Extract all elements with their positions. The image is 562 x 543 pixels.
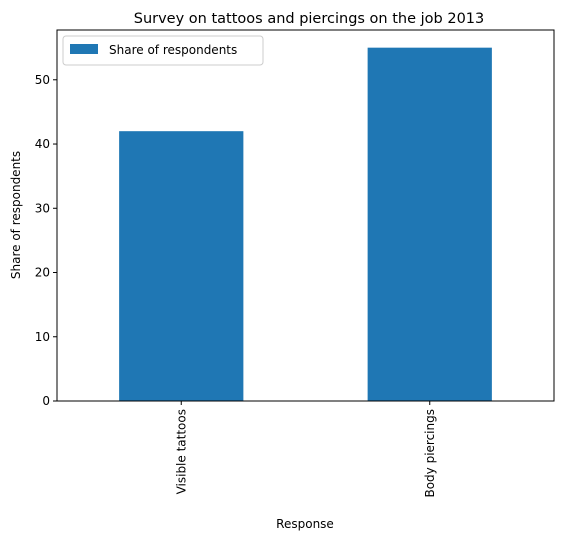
x-axis: Visible tattoos Body piercings — [174, 401, 437, 498]
y-tick-label-0: 0 — [42, 394, 50, 408]
chart-title: Survey on tattoos and piercings on the j… — [134, 11, 485, 27]
legend-label: Share of respondents — [109, 43, 237, 57]
x-axis-label: Response — [276, 517, 334, 531]
x-tick-label-1: Body piercings — [423, 409, 437, 498]
x-tick-label-0: Visible tattoos — [174, 409, 188, 494]
bar-0 — [119, 131, 244, 401]
bars-group — [119, 47, 492, 402]
y-axis-label: Share of respondents — [9, 151, 23, 279]
y-tick-label-2: 20 — [35, 266, 50, 280]
y-tick-label-5: 50 — [35, 73, 50, 87]
legend: Share of respondents — [62, 35, 264, 66]
y-axis: 0 10 20 30 40 50 — [35, 73, 57, 408]
plot-frame — [56, 29, 555, 402]
y-tick-label-1: 10 — [35, 330, 50, 344]
legend-swatch — [70, 44, 98, 54]
y-tick-label-3: 30 — [35, 201, 50, 215]
y-tick-label-4: 40 — [35, 137, 50, 151]
bar-1 — [367, 47, 492, 402]
legend-box — [62, 35, 264, 66]
